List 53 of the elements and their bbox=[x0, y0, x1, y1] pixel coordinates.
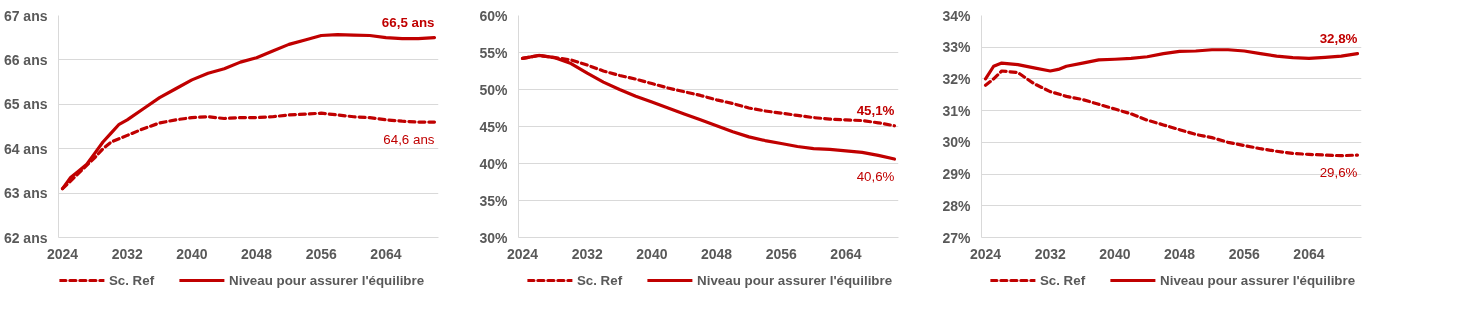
y-tick-label: 60% bbox=[479, 7, 509, 24]
y-tick-label: 64 ans bbox=[3, 140, 48, 157]
y-tick-label: 29% bbox=[942, 166, 972, 183]
line-series bbox=[983, 48, 1360, 81]
x-tick-label: 2056 bbox=[1228, 245, 1261, 262]
y-tick-label: 30% bbox=[479, 229, 509, 246]
y-tick-label: 32% bbox=[942, 70, 972, 87]
y-tick-label: 63 ans bbox=[3, 185, 48, 202]
y-tick-label: 65 ans bbox=[3, 96, 48, 113]
data-label: 32,8% bbox=[1319, 30, 1358, 46]
x-tick-label: 2040 bbox=[1099, 245, 1131, 262]
legend-label: Sc. Ref bbox=[1039, 272, 1086, 288]
x-tick-label: 2024 bbox=[506, 245, 539, 262]
x-tick-label: 2024 bbox=[46, 245, 79, 262]
y-tick-label: 40% bbox=[479, 155, 509, 172]
legend-label: Niveau pour assurer l'équilibre bbox=[1160, 272, 1356, 288]
y-tick-label: 35% bbox=[479, 192, 509, 209]
y-tick-label: 27% bbox=[942, 229, 972, 246]
y-tick-label: 33% bbox=[942, 39, 972, 56]
legend-label: Sc. Ref bbox=[108, 272, 155, 288]
x-tick-label: 2056 bbox=[765, 245, 798, 262]
x-tick-label: 2056 bbox=[305, 245, 338, 262]
y-tick-label: 50% bbox=[479, 81, 509, 98]
x-tick-label: 2064 bbox=[370, 245, 402, 262]
x-tick-label: 2064 bbox=[1293, 245, 1325, 262]
x-tick-label: 2032 bbox=[571, 245, 604, 262]
data-label: 45,1% bbox=[856, 102, 895, 118]
y-tick-label: 30% bbox=[942, 134, 972, 151]
y-tick-label: 55% bbox=[479, 44, 509, 61]
x-tick-label: 2048 bbox=[701, 245, 733, 262]
x-tick-label: 2024 bbox=[969, 245, 1002, 262]
y-tick-label: 31% bbox=[942, 102, 972, 119]
y-tick-label: 66 ans bbox=[3, 51, 48, 68]
y-tick-label: 45% bbox=[479, 118, 509, 135]
legend-label: Sc. Ref bbox=[576, 272, 623, 288]
data-label: 29,6% bbox=[1319, 165, 1358, 181]
legend-label: Niveau pour assurer l'équilibre bbox=[697, 272, 893, 288]
x-tick-label: 2032 bbox=[1034, 245, 1067, 262]
x-tick-label: 2040 bbox=[636, 245, 668, 262]
y-tick-label: 62 ans bbox=[3, 229, 48, 246]
x-tick-label: 2040 bbox=[176, 245, 208, 262]
x-tick-label: 2032 bbox=[111, 245, 144, 262]
x-tick-label: 2064 bbox=[830, 245, 862, 262]
data-label: 66,5 ans bbox=[381, 14, 435, 30]
data-label: 64,6 ans bbox=[383, 132, 435, 148]
y-tick-label: 67 ans bbox=[3, 7, 48, 24]
y-tick-label: 34% bbox=[942, 7, 972, 24]
legend-label: Niveau pour assurer l'équilibre bbox=[229, 272, 425, 288]
y-tick-label: 28% bbox=[942, 197, 972, 214]
line-series bbox=[983, 69, 1360, 158]
x-tick-label: 2048 bbox=[241, 245, 273, 262]
x-tick-label: 2048 bbox=[1164, 245, 1196, 262]
data-label: 40,6% bbox=[856, 169, 895, 185]
